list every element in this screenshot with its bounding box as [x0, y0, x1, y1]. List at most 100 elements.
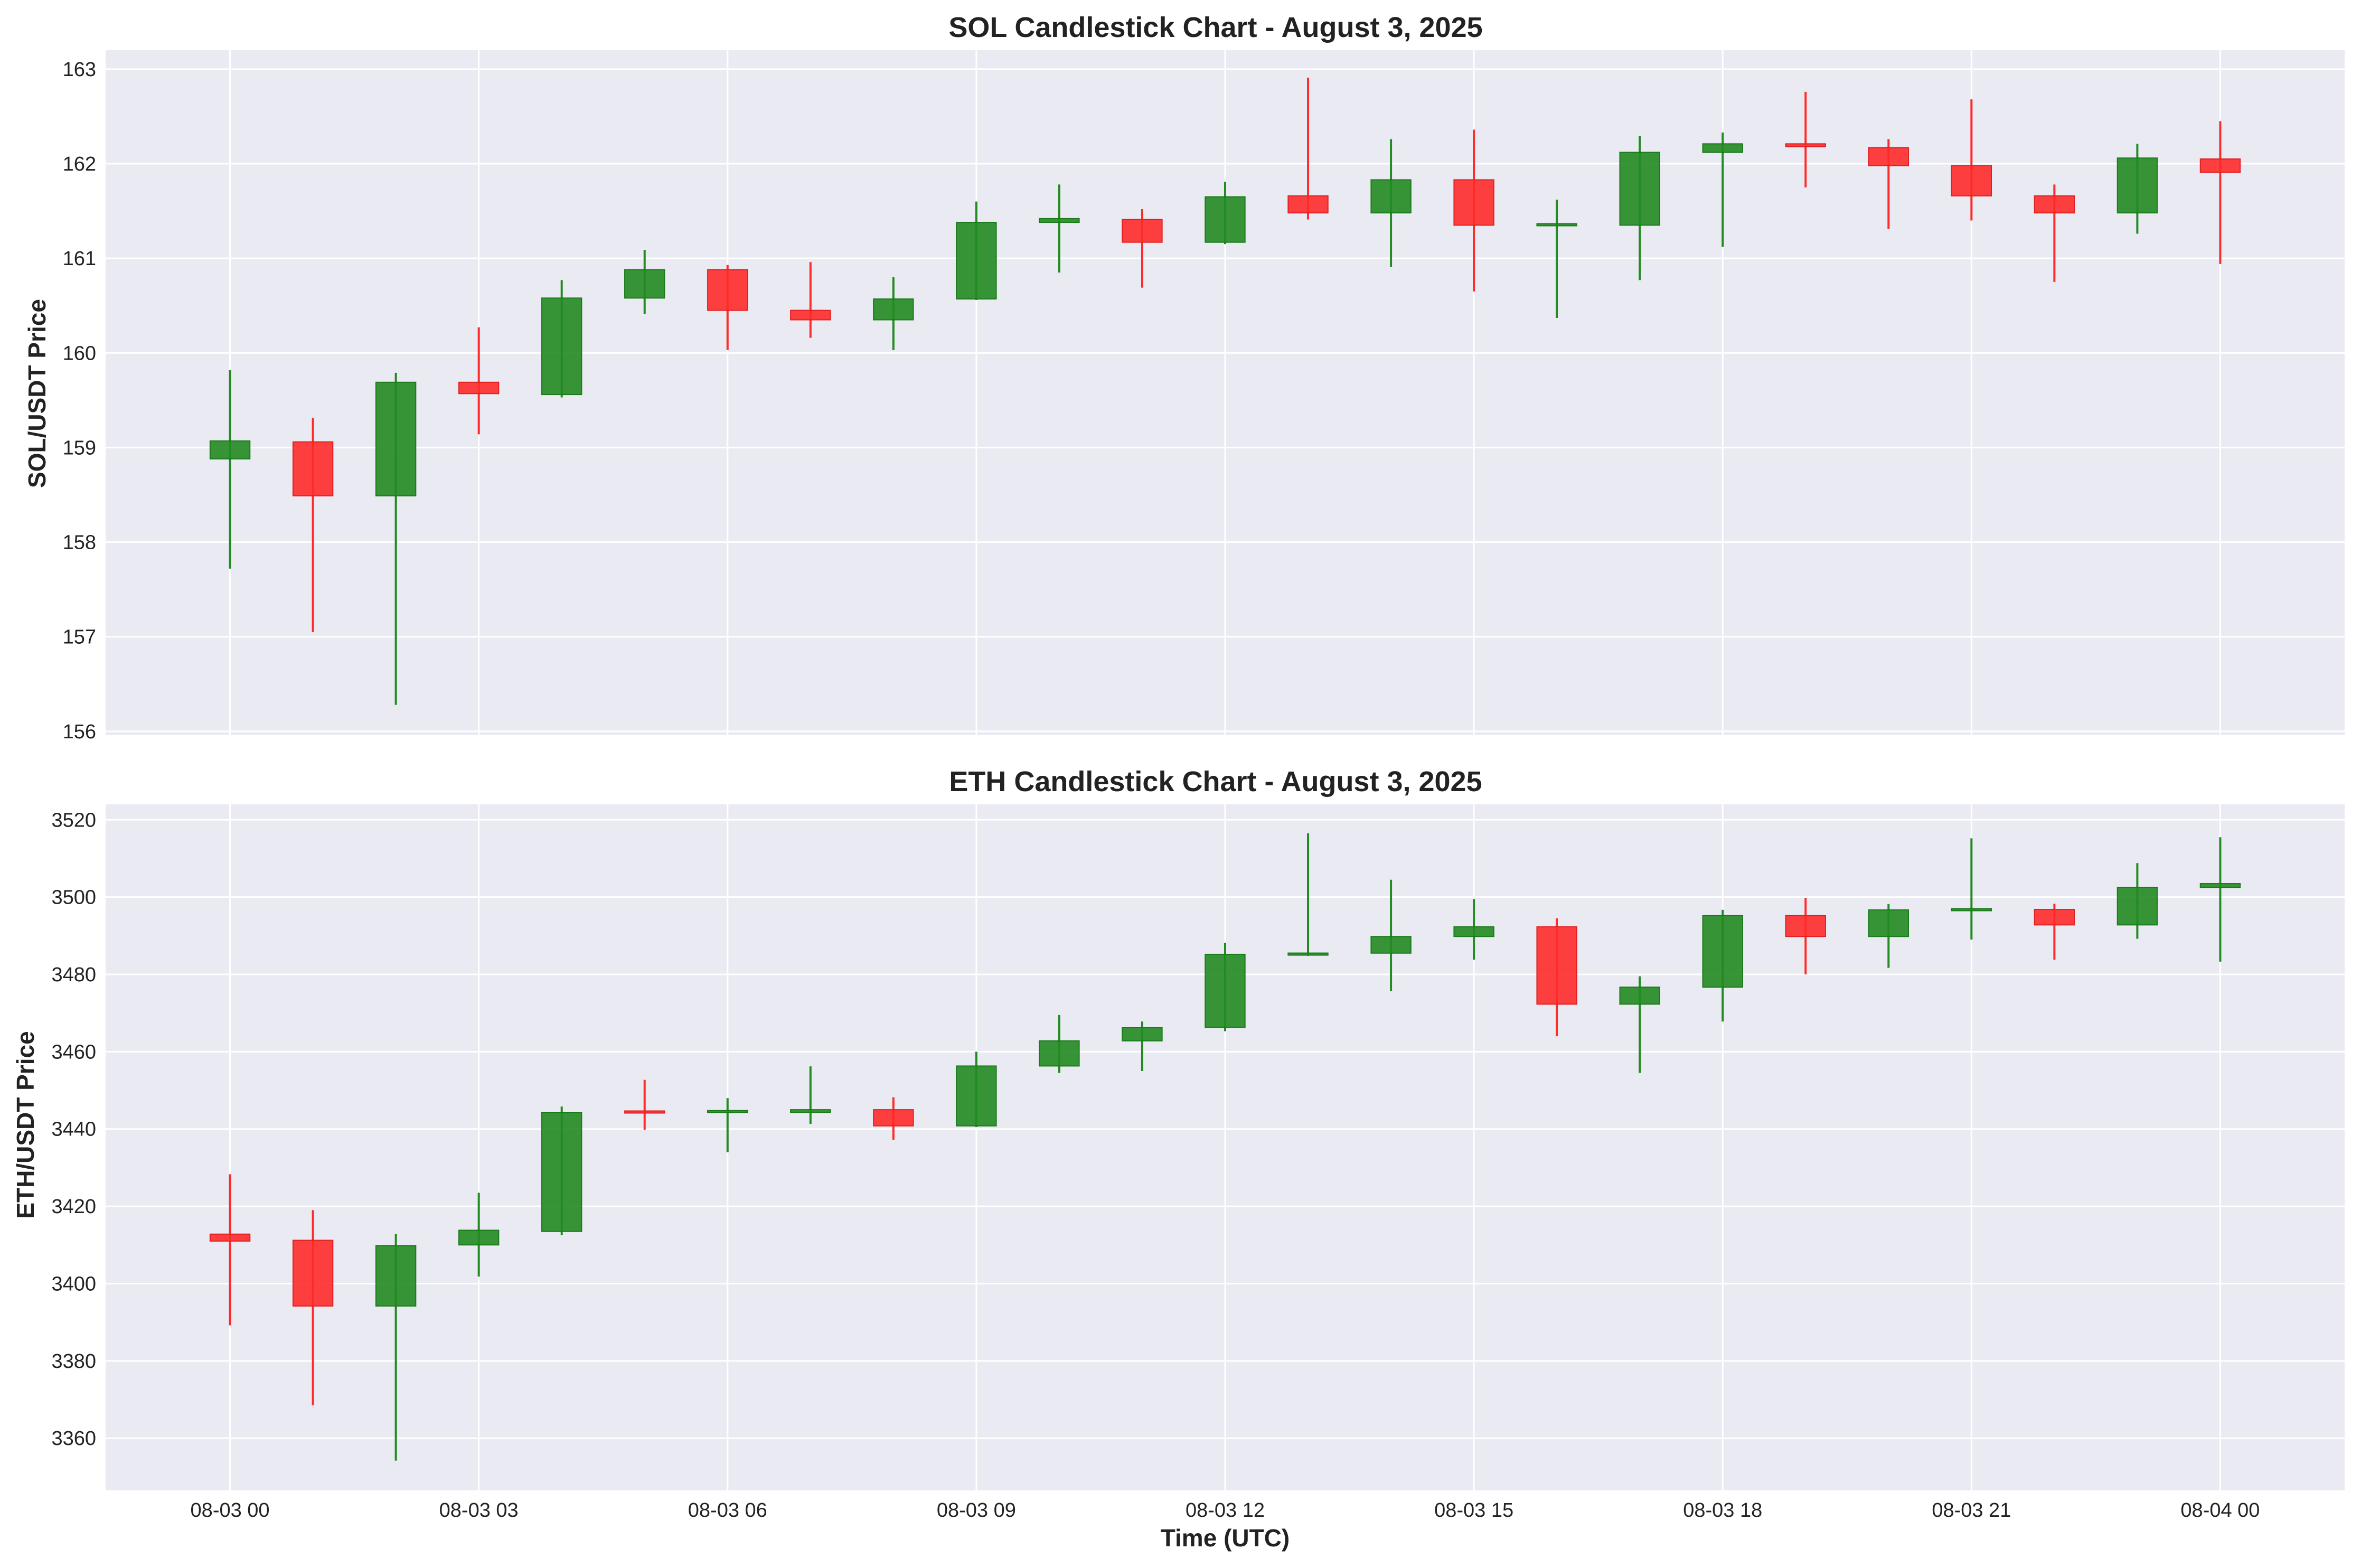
eth-candle	[2117, 863, 2158, 939]
eth-candle-body	[2199, 883, 2241, 888]
eth-y-tick-label: 3500	[51, 887, 96, 909]
x-tick-label: 08-04 00	[2180, 1499, 2260, 1522]
sol-candles	[209, 77, 2241, 705]
x-tick-label: 08-03 15	[1434, 1499, 1513, 1522]
eth-candle	[2199, 837, 2241, 962]
x-tick-label: 08-03 03	[439, 1499, 519, 1522]
sol-candle-body	[2117, 157, 2158, 214]
sol-y-tick-label: 157	[63, 626, 96, 649]
eth-candle-body	[292, 1240, 334, 1307]
sol-candle	[1453, 129, 1494, 292]
eth-chart-title: ETH Candlestick Chart - August 3, 2025	[949, 766, 1482, 797]
sol-candle	[292, 418, 334, 632]
sol-candle	[1536, 200, 1577, 318]
eth-candle-body	[375, 1245, 417, 1307]
eth-candle	[1951, 838, 1992, 940]
sol-candle	[790, 262, 831, 338]
eth-candle	[624, 1079, 665, 1130]
eth-candle	[1702, 909, 1743, 1022]
sol-panel: 156 157 158 159 160 161 162 163 SOL Candlestick…	[23, 12, 2345, 743]
sol-candle	[2117, 144, 2158, 234]
eth-candle-body	[2117, 887, 2158, 926]
sol-candle	[1951, 99, 1992, 221]
x-axis-ticks: 08-03 00 08-03 03 08-03 06 08-03 09 08-03 12…	[191, 1499, 2260, 1522]
eth-candle	[1536, 918, 1577, 1037]
eth-candle	[707, 1098, 748, 1152]
eth-candle	[1039, 1015, 1080, 1073]
eth-candle	[956, 1051, 997, 1128]
eth-candle	[1868, 904, 1909, 968]
eth-y-axis-label: ETH/USDT Price	[12, 1031, 39, 1218]
x-axis-label: Time (UTC)	[1161, 1524, 1290, 1552]
sol-y-tick-label: 161	[63, 248, 96, 270]
eth-candle	[790, 1066, 831, 1124]
eth-candle-body	[1702, 915, 1743, 988]
eth-candle-body	[2034, 909, 2075, 926]
sol-candle-body	[1287, 195, 1329, 214]
eth-candles	[209, 833, 2241, 1461]
sol-candle	[873, 277, 914, 350]
sol-candle	[2199, 121, 2241, 264]
eth-candle	[1370, 879, 1412, 991]
eth-candle	[1785, 898, 1826, 975]
eth-candle-body	[790, 1109, 831, 1113]
sol-candle	[1619, 136, 1660, 280]
sol-candle	[458, 327, 500, 435]
sol-candle	[956, 201, 997, 300]
eth-candle	[1205, 942, 1246, 1031]
eth-y-tick-label: 3480	[51, 964, 96, 986]
sol-candle	[1287, 77, 1329, 220]
sol-candle-body	[790, 309, 831, 321]
sol-candle	[1370, 139, 1412, 267]
sol-y-tick-label: 160	[63, 342, 96, 364]
sol-candle	[707, 265, 748, 350]
sol-candle-body	[1122, 219, 1163, 243]
sol-y-tick-label: 162	[63, 153, 96, 175]
eth-candle	[458, 1193, 500, 1277]
eth-y-tick-label: 3400	[51, 1273, 96, 1295]
sol-candle-body	[1619, 152, 1660, 226]
eth-candle-body	[1370, 936, 1412, 954]
sol-candle	[2034, 184, 2075, 282]
eth-candle-body	[458, 1229, 500, 1246]
sol-chart-title: SOL Candlestick Chart - August 3, 2025	[948, 12, 1482, 43]
sol-candle-body	[1453, 179, 1494, 226]
x-tick-label: 08-03 21	[1932, 1499, 2011, 1522]
sol-candle-body	[1370, 179, 1412, 214]
sol-candle-body	[1951, 165, 1992, 196]
sol-candle	[1205, 182, 1246, 245]
sol-candle	[1868, 139, 1909, 229]
sol-candle-body	[1702, 143, 1743, 153]
eth-candle-body	[956, 1065, 997, 1126]
eth-candle-body	[1868, 909, 1909, 937]
sol-candle-body	[956, 222, 997, 300]
eth-candle-body	[1039, 1040, 1080, 1067]
sol-candle-body	[1039, 218, 1080, 223]
eth-candle-body	[1205, 953, 1246, 1028]
eth-y-tick-label: 3440	[51, 1119, 96, 1141]
eth-candle	[2034, 904, 2075, 960]
sol-candle	[1785, 91, 1826, 187]
eth-candle-body	[873, 1109, 914, 1126]
eth-candle-body	[624, 1110, 665, 1114]
sol-candle-body	[375, 381, 417, 496]
sol-y-tick-label: 163	[63, 59, 96, 81]
eth-y-tick-label: 3360	[51, 1428, 96, 1450]
x-tick-label: 08-03 06	[688, 1499, 767, 1522]
eth-candle-body	[1619, 987, 1660, 1005]
sol-y-axis-label: SOL/USDT Price	[23, 299, 51, 488]
sol-candle-body	[458, 381, 500, 395]
sol-candle-body	[541, 297, 582, 396]
eth-candle-body	[1785, 915, 1826, 937]
eth-candle-body	[1536, 926, 1577, 1005]
eth-candle-body	[707, 1110, 748, 1113]
sol-candle	[1122, 209, 1163, 288]
x-tick-label: 08-03 00	[191, 1499, 270, 1522]
eth-candle-body	[541, 1112, 582, 1232]
sol-candle-body	[873, 298, 914, 321]
sol-candle	[1039, 184, 1080, 273]
eth-candle	[1619, 976, 1660, 1073]
eth-y-tick-label: 3460	[51, 1041, 96, 1063]
eth-candle	[1122, 1021, 1163, 1071]
